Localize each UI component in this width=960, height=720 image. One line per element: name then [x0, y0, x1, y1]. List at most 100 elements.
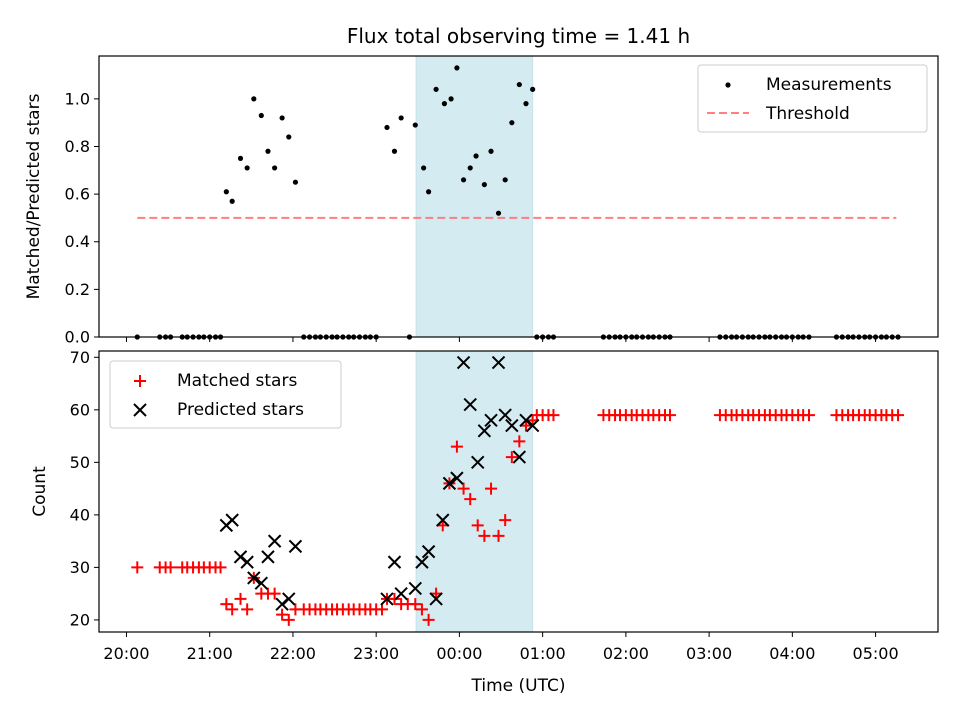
- measurement-point: [467, 165, 473, 171]
- measurement-point: [488, 148, 494, 154]
- measurement-point: [502, 177, 508, 183]
- predicted-star-point: [505, 418, 519, 433]
- top-x-ticks: [125, 337, 877, 342]
- y-tick-label: 30: [70, 558, 90, 577]
- measurement-point: [448, 96, 454, 102]
- predicted-star-point: [436, 513, 450, 527]
- predicted-star-point: [261, 550, 275, 564]
- legend-matched-label: Matched stars: [177, 371, 297, 391]
- measurement-point: [244, 165, 250, 171]
- matched-star-point: [276, 608, 289, 621]
- legend-measurements-label: Measurements: [766, 75, 892, 95]
- measurement-point: [421, 165, 427, 171]
- measurement-point: [286, 134, 292, 140]
- bottom-y-ticks: 20 30 40 50 60 70: [70, 348, 99, 629]
- y-tick-label: 50: [70, 453, 90, 472]
- matched-star-point: [464, 493, 477, 506]
- predicted-star-point: [421, 544, 436, 559]
- measurement-point: [265, 148, 271, 154]
- matched-star-point: [505, 451, 518, 464]
- measurement-point: [516, 81, 522, 88]
- predicted-star-point: [484, 413, 498, 428]
- matched-star-point: [282, 613, 295, 626]
- predicted-star-point: [267, 534, 282, 548]
- y-tick-label: 40: [70, 505, 90, 524]
- measurement-point: [384, 124, 390, 131]
- y-tick-label: 0.4: [65, 232, 90, 251]
- matched-star-point: [485, 482, 498, 495]
- measurement-point: [391, 148, 398, 154]
- bottom-legend-box: [109, 360, 342, 429]
- measurement-point: [523, 101, 529, 107]
- x-tick-label: 20:00: [103, 644, 149, 663]
- predicted-star-point: [380, 592, 394, 606]
- measurement-point: [251, 96, 257, 102]
- matched-star-point: [375, 603, 388, 616]
- y-tick-label: 0.6: [65, 185, 90, 204]
- measurement-point: [481, 181, 487, 188]
- matched-star-point: [547, 409, 560, 422]
- measurement-point: [412, 122, 418, 128]
- matched-star-point: [131, 561, 144, 574]
- x-tick-label: 21:00: [187, 644, 233, 663]
- predicted-star-point: [471, 455, 485, 470]
- legend-measurements-marker: [725, 82, 731, 88]
- matched-star-point: [457, 482, 470, 495]
- predicted-star-point: [225, 513, 239, 527]
- matched-star-point: [289, 603, 302, 616]
- y-tick-label: 0.2: [65, 280, 90, 299]
- matched-star-point: [422, 613, 435, 626]
- top-panel: 0.0 0.2 0.4 0.6 0.8 1.0 Matched/Predicted sta…: [24, 55, 939, 347]
- predicted-star-point: [456, 355, 471, 370]
- predicted-star-point: [498, 408, 512, 422]
- measurement-point: [454, 65, 460, 71]
- bottom-highlight-span: [415, 350, 534, 633]
- measurement-point: [495, 210, 502, 216]
- predicted-star-point: [240, 555, 254, 569]
- x-tick-label: 04:00: [769, 644, 815, 663]
- y-tick-label: 0.8: [65, 137, 90, 156]
- measurement-point: [292, 179, 299, 185]
- y-tick-label: 0.0: [65, 328, 90, 347]
- measurement-point: [473, 153, 479, 159]
- x-tick-label: 02:00: [603, 644, 649, 663]
- top-legend-box: [697, 64, 928, 133]
- measurement-point: [426, 189, 432, 195]
- measurement-point: [398, 115, 404, 121]
- matched-star-point: [892, 409, 905, 422]
- measurement-point: [272, 165, 278, 171]
- legend-predicted-marker: [133, 403, 147, 417]
- predicted-star-point: [282, 592, 296, 606]
- predicted-star-point: [491, 355, 506, 370]
- bottom-count-points: [131, 355, 905, 626]
- measurement-point: [237, 155, 244, 161]
- predicted-star-point: [463, 397, 477, 412]
- measurement-point: [509, 120, 515, 126]
- top-legend: Measurements Threshold: [697, 64, 928, 133]
- predicted-star-point: [525, 418, 540, 433]
- measurement-point: [223, 189, 229, 195]
- bottom-x-ticks: 20:00 21:00 22:00 23:00 00:00 01:00 02:00 03:00…: [103, 632, 899, 663]
- bottom-legend: Matched stars Predicted stars: [109, 360, 342, 429]
- matched-star-point: [802, 409, 815, 422]
- predicted-star-point: [387, 555, 402, 569]
- y-tick-label: 20: [70, 610, 90, 629]
- measurement-point: [229, 198, 235, 204]
- x-tick-label: 03:00: [686, 644, 732, 663]
- measurement-point: [279, 115, 285, 121]
- matched-star-point: [499, 514, 512, 527]
- predicted-star-point: [477, 424, 492, 438]
- matched-star-point: [478, 529, 491, 542]
- matched-star-point: [513, 435, 526, 448]
- matched-star-point: [492, 529, 505, 542]
- bottom-panel: 20 30 40 50 60 70 20:00 21:00 22:00 23:00 00:00 01…: [30, 348, 939, 696]
- measurement-point: [441, 101, 448, 107]
- bottom-y-axis-label: Count: [30, 466, 50, 517]
- matched-star-point: [234, 592, 247, 605]
- x-tick-label: 05:00: [853, 644, 899, 663]
- x-tick-label: 23:00: [353, 644, 399, 663]
- measurement-point: [460, 177, 467, 183]
- matched-star-point: [471, 519, 484, 532]
- matched-star-point: [214, 561, 227, 574]
